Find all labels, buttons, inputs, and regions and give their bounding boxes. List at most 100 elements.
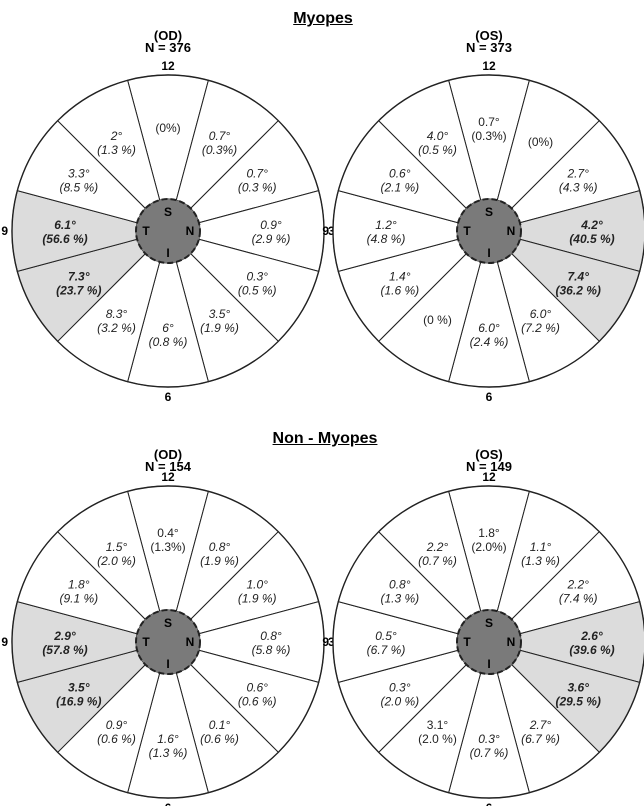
sector-percent-4: (0.6 %) [238, 695, 277, 709]
sector-percent-3: (2.9 %) [252, 232, 291, 246]
sector-percent-6: (2.4 %) [470, 335, 509, 349]
outer-ring [332, 74, 644, 388]
hub-inferior-label: I [487, 246, 490, 260]
clock-label-12: 12 [161, 470, 175, 484]
outer-ring [332, 485, 644, 799]
sector-percent-2: (4.3 %) [559, 181, 598, 195]
sector-angle-0: 0.4° [157, 526, 179, 540]
sector-angle-11: 2° [110, 129, 123, 143]
hub-inferior-label: I [166, 657, 169, 671]
clock-label-12: 12 [482, 470, 496, 484]
sector-angle-2: 0.7° [246, 167, 268, 181]
sector-angle-8: 7.3° [68, 270, 90, 284]
sector-angle-6: 6.0° [478, 321, 500, 335]
sector-percent-10: (1.3 %) [380, 592, 419, 606]
hub-superior-label: S [485, 616, 493, 630]
clock-label-12: 12 [482, 59, 496, 73]
sector-percent-6: (0.8 %) [149, 335, 188, 349]
sector-percent-6: (0.7 %) [470, 746, 509, 760]
clock-label-6: 6 [486, 801, 493, 806]
clock-label-9: 9 [322, 224, 329, 238]
outer-ring [11, 74, 325, 388]
sector-percent-7: (3.2 %) [97, 321, 136, 335]
sector-angle-5: 0.1° [209, 718, 231, 732]
sector-angle-10: 3.3° [68, 167, 90, 181]
sector-angle-1: 0.8° [209, 540, 231, 554]
sector-angle-6: 1.6° [157, 732, 179, 746]
sector-angle-3: 0.9° [260, 218, 282, 232]
sector-angle-3: 4.2° [580, 218, 603, 232]
eye-label: (OS) [475, 447, 502, 462]
sector-percent-5: (6.7 %) [521, 732, 560, 746]
clock-label-3: 3 [328, 224, 335, 238]
sector-angle-8: 3.5° [68, 681, 90, 695]
hub-left-label: T [142, 224, 150, 238]
group-title-non-myopes: Non - Myopes [272, 430, 378, 447]
sector-percent-7: (0.6 %) [97, 732, 136, 746]
sector-angle-9: 1.2° [375, 218, 397, 232]
sample-size: N = 376 [145, 40, 191, 55]
sector-percent-11: (1.3 %) [97, 143, 136, 157]
sector-percent-10: (9.1 %) [59, 592, 98, 606]
sector-percent-9: (4.8 %) [367, 232, 406, 246]
sector-angle-1: 1.1° [530, 540, 552, 554]
group-title-myopes: Myopes [293, 10, 353, 27]
sector-percent-5: (0.6 %) [200, 732, 239, 746]
sector-angle-7: 3.1° [427, 718, 449, 732]
sector-percent-11: (2.0 %) [97, 554, 136, 568]
optic-disc-hub [456, 609, 522, 675]
hub-inferior-label: I [487, 657, 490, 671]
hub-right-label: N [507, 224, 516, 238]
sector-angle-9: 6.1° [54, 218, 76, 232]
clock-label-6: 6 [165, 801, 172, 806]
sector-angle-3: 0.8° [260, 629, 282, 643]
hub-left-label: T [142, 635, 150, 649]
sector-angle-10: 1.8° [68, 578, 90, 592]
sector-percent-0: (2.0%) [471, 540, 506, 554]
clock-label-9: 9 [1, 635, 8, 649]
sample-size: N = 149 [466, 459, 512, 474]
sector-percent-3: (40.5 %) [569, 232, 614, 246]
sector-angle-4: 3.6° [567, 681, 589, 695]
sector-percent-8: (16.9 %) [56, 695, 101, 709]
clock-label-6: 6 [486, 390, 493, 404]
hub-superior-label: S [164, 205, 172, 219]
sector-percent-4: (0.5 %) [238, 284, 277, 298]
sector-percent-0: (1.3%) [150, 540, 185, 554]
sector-angle-5: 3.5° [209, 307, 231, 321]
clock-label-9: 9 [322, 635, 329, 649]
sector-angle-9: 0.5° [375, 629, 397, 643]
sector-percent-0: (0.3%) [471, 129, 506, 143]
clock-label-9: 9 [1, 224, 8, 238]
sample-size: N = 154 [145, 459, 192, 474]
sector-angle-2: 2.7° [566, 167, 589, 181]
sector-angle-2: 2.2° [566, 578, 589, 592]
sector-percent-1: (1.9 %) [200, 554, 239, 568]
sector-percent-0: (0%) [155, 121, 180, 135]
sector-diagram-myopes-od: (OD)N = 376(0%)0.7°(0.3%)0.7°(0.3 %)0.9°… [1, 28, 335, 404]
sector-percent-9: (6.7 %) [367, 643, 406, 657]
sector-percent-11: (0.5 %) [418, 143, 457, 157]
sector-percent-3: (5.8 %) [252, 643, 291, 657]
hub-left-label: T [463, 635, 471, 649]
hub-superior-label: S [485, 205, 493, 219]
sector-percent-2: (7.4 %) [559, 592, 598, 606]
sector-percent-1: (0%) [528, 135, 553, 149]
outer-ring [11, 485, 325, 799]
sector-percent-1: (1.3 %) [521, 554, 560, 568]
sector-percent-5: (7.2 %) [521, 321, 560, 335]
sector-angle-4: 0.3° [246, 270, 268, 284]
sector-angle-1: 0.7° [209, 129, 231, 143]
sector-angle-7: 0.9° [106, 718, 128, 732]
sector-percent-4: (36.2 %) [556, 284, 601, 298]
clock-label-3: 3 [328, 635, 335, 649]
eye-label: (OD) [154, 447, 182, 462]
clock-label-6: 6 [165, 390, 172, 404]
sector-angle-8: 0.3° [389, 681, 411, 695]
sector-angle-6: 6° [162, 321, 174, 335]
sector-angle-4: 7.4° [567, 270, 589, 284]
sector-angle-11: 2.2° [426, 540, 449, 554]
